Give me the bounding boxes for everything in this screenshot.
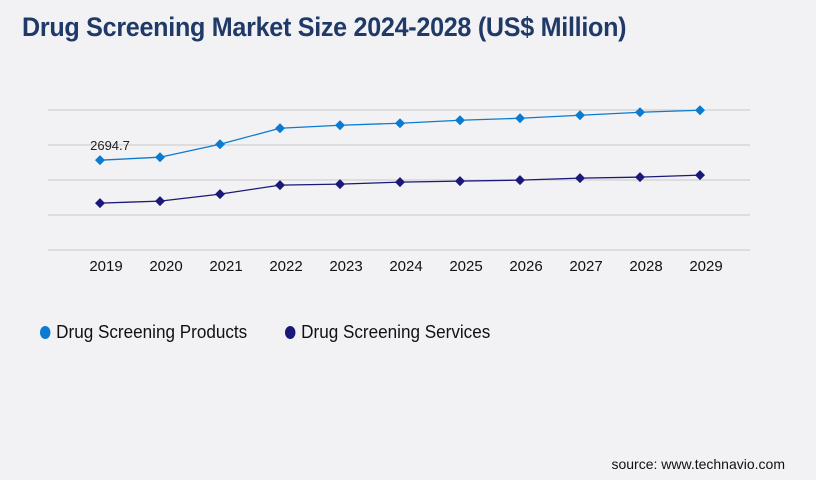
x-tick-label: 2020 <box>149 258 182 275</box>
data-point <box>95 198 105 209</box>
x-tick-label: 2028 <box>629 258 662 275</box>
x-tick-label: 2024 <box>389 258 422 275</box>
data-point <box>455 176 465 187</box>
x-tick-label: 2025 <box>449 258 482 275</box>
legend-item-products: Drug Screening Products <box>40 322 247 343</box>
data-point <box>275 123 285 134</box>
chart-title: Drug Screening Market Size 2024-2028 (US… <box>22 12 627 42</box>
source-note: source: www.technavio.com <box>611 456 785 472</box>
data-point <box>575 110 585 121</box>
data-point <box>215 189 225 200</box>
data-point <box>575 173 585 184</box>
x-tick-label: 2029 <box>689 258 722 275</box>
x-tick-label: 2019 <box>89 258 122 275</box>
data-point <box>95 155 105 166</box>
legend-item-services: Drug Screening Services <box>285 322 490 343</box>
data-point <box>515 175 525 186</box>
data-point <box>215 139 225 150</box>
data-point <box>155 152 165 163</box>
data-label: 2694.7 <box>90 138 130 153</box>
x-tick-label: 2022 <box>269 258 302 275</box>
legend-label: Drug Screening Services <box>301 322 491 342</box>
data-point <box>395 177 405 188</box>
legend-marker-icon <box>285 326 296 339</box>
legend-label: Drug Screening Products <box>56 322 248 342</box>
data-point <box>275 180 285 191</box>
data-point <box>635 172 645 183</box>
data-point <box>635 107 645 118</box>
data-point <box>155 196 165 207</box>
data-point <box>335 179 345 190</box>
line-chart: 2019 2020 2021 2022 2023 2024 2025 2026 2027 2028… <box>48 105 750 275</box>
x-tick-label: 2023 <box>329 258 362 275</box>
data-point <box>455 115 465 126</box>
data-point <box>395 118 405 129</box>
x-tick-label: 2021 <box>209 258 242 275</box>
data-point <box>335 120 345 131</box>
data-point <box>695 105 705 116</box>
x-tick-label: 2026 <box>509 258 542 275</box>
series-line <box>99 109 701 161</box>
x-tick-label: 2027 <box>569 258 602 275</box>
data-point <box>515 113 525 124</box>
legend-marker-icon <box>40 326 51 339</box>
data-point <box>695 170 705 181</box>
